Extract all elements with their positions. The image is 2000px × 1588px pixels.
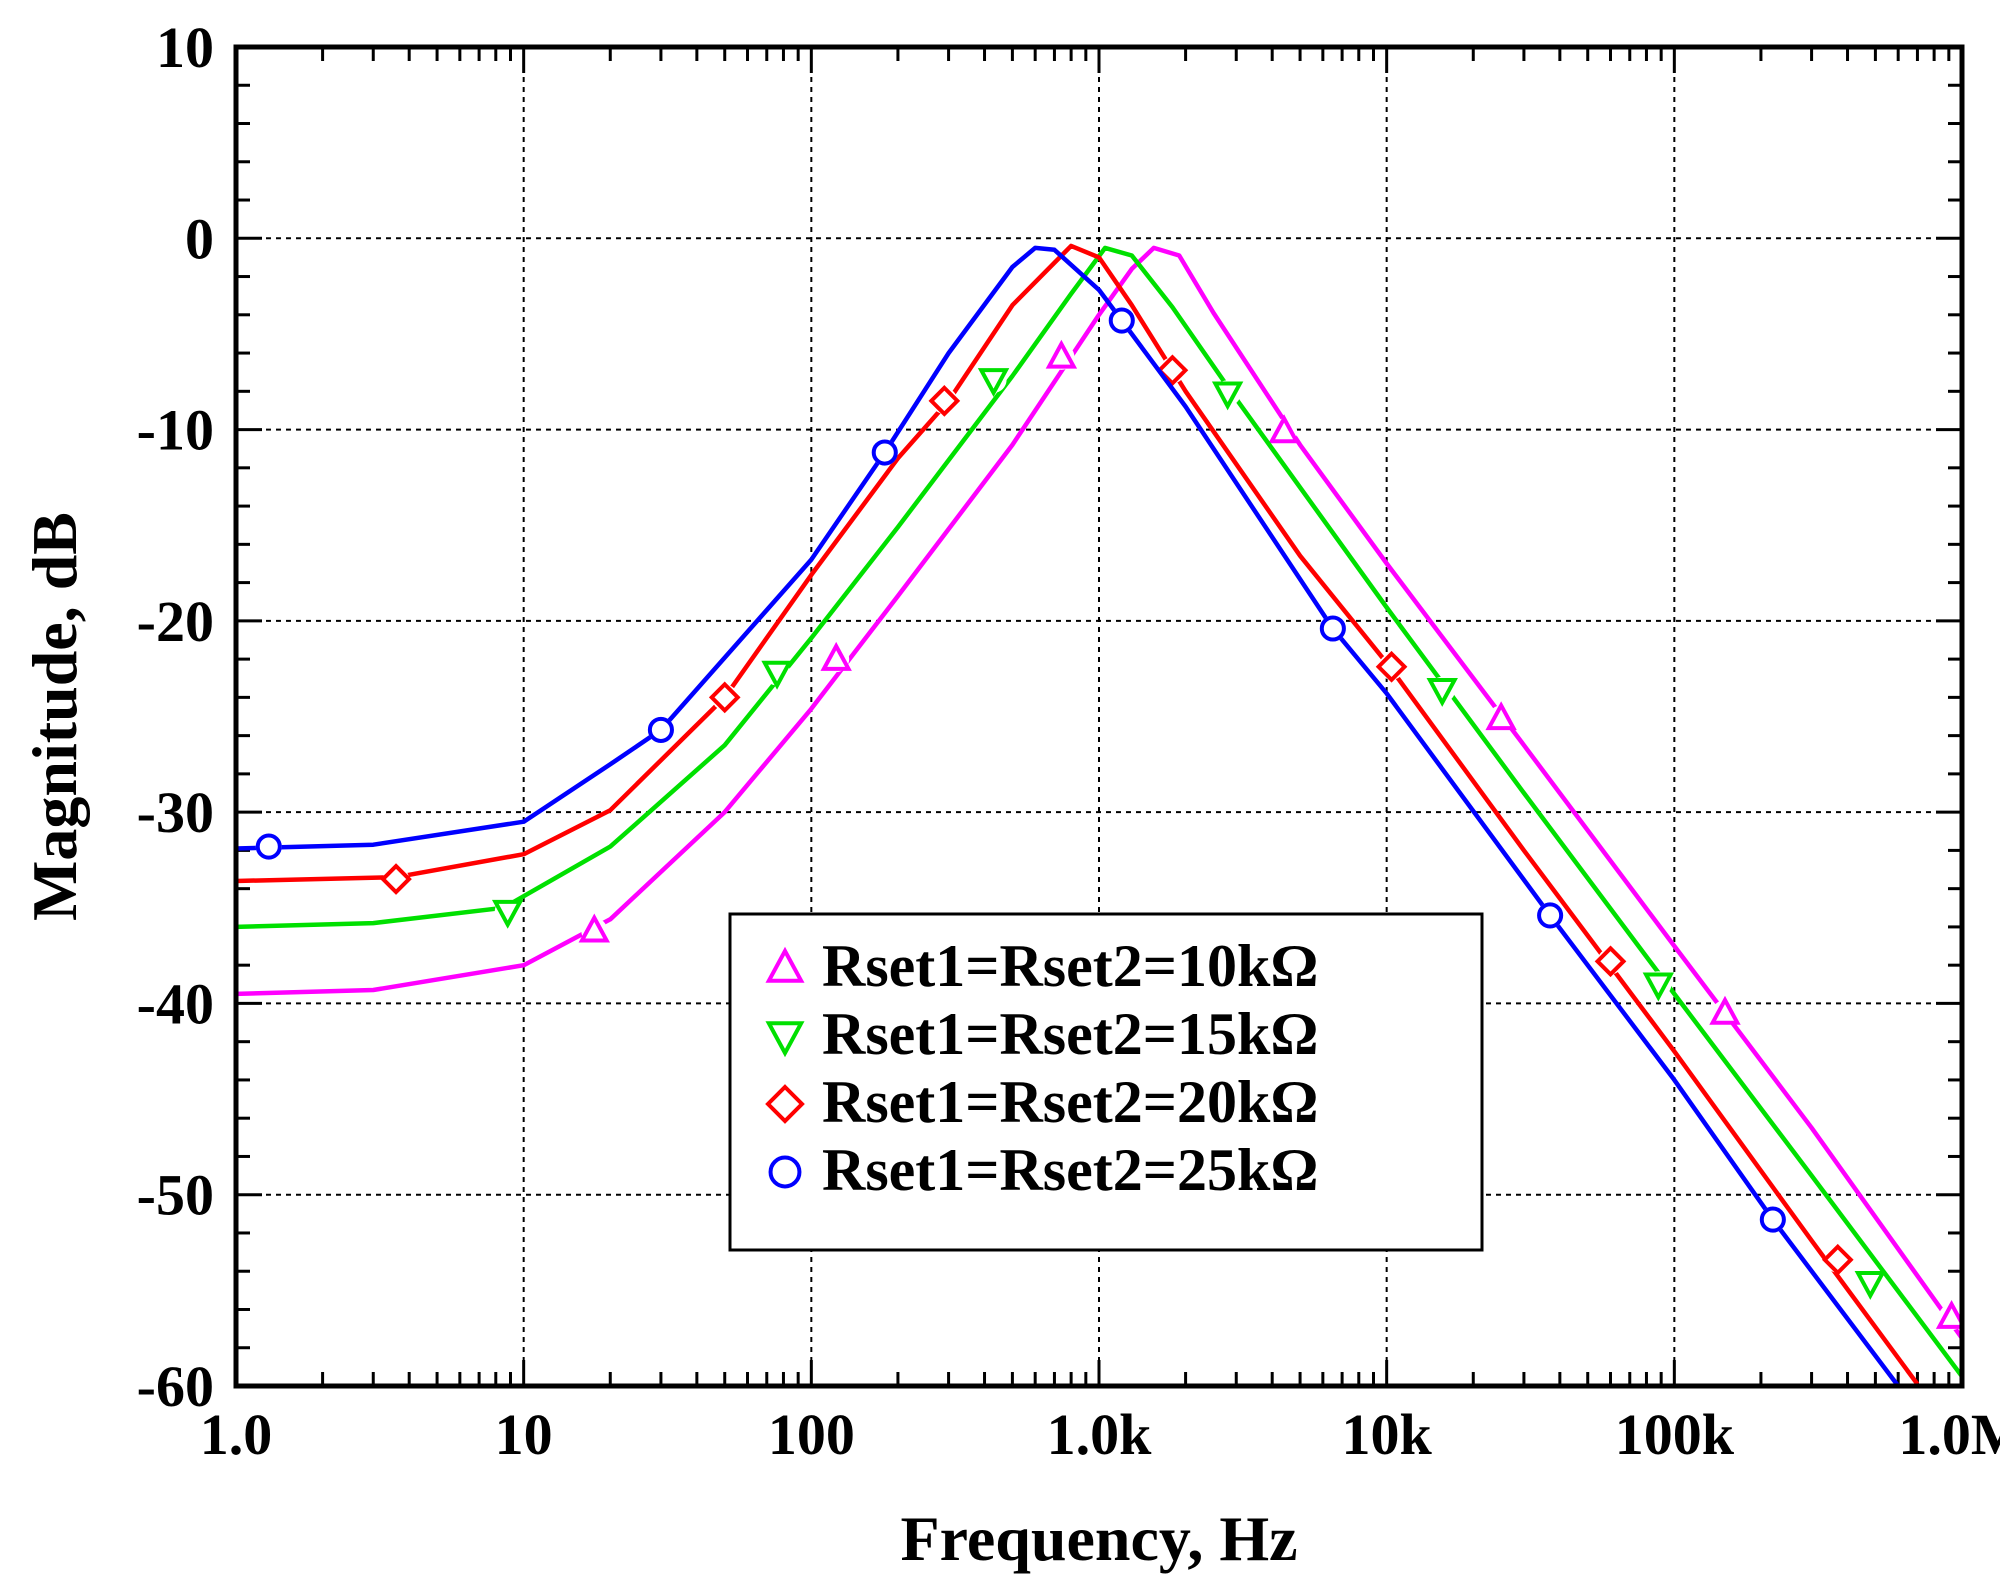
marker-knockout	[494, 898, 521, 925]
y-axis-title: Magnitude, dB	[19, 512, 90, 921]
legend-marker	[768, 1155, 802, 1189]
marker-knockout	[1429, 676, 1456, 703]
data-marker	[1854, 1270, 1887, 1300]
series-2	[236, 245, 1962, 1378]
legend: Rset1=Rset2=10kΩRset1=Rset2=15kΩRset1=Rs…	[728, 912, 1484, 1252]
data-marker	[1045, 339, 1078, 369]
marker-knockout	[1645, 971, 1672, 998]
data-marker	[928, 385, 961, 417]
data-marker	[1642, 972, 1675, 1002]
y-tick-label: -20	[137, 589, 214, 654]
data-marker	[1156, 354, 1189, 387]
marker-knockout	[1214, 380, 1241, 407]
marker-knockout	[1711, 999, 1738, 1026]
marker-knockout	[581, 917, 608, 944]
legend-box	[728, 912, 1484, 1252]
data-marker	[1426, 677, 1458, 707]
legend-marker	[765, 1021, 805, 1058]
x-tick-label: 1.0k	[1047, 1402, 1153, 1467]
data-marker	[1594, 945, 1627, 978]
data-marker	[1821, 1243, 1854, 1276]
x-tick-label: 10	[495, 1402, 553, 1467]
data-marker	[1211, 381, 1244, 411]
marker-knockout	[711, 684, 738, 711]
marker-knockout	[1824, 1246, 1851, 1273]
legend-label: Rset1=Rset2=15kΩ	[822, 1001, 1318, 1067]
plot-frame	[233, 44, 1965, 1389]
series-1	[236, 245, 1962, 1340]
series-line	[236, 245, 1900, 1386]
y-tick-label: -60	[137, 1354, 214, 1419]
y-tick-label: 10	[156, 15, 214, 80]
legend-label: Rset1=Rset2=20kΩ	[822, 1069, 1318, 1135]
y-tick-label: 0	[185, 206, 214, 271]
y-tick-label: -50	[137, 1163, 214, 1228]
x-tick-label: 10k	[1342, 1402, 1433, 1467]
series-line	[236, 243, 1920, 1386]
x-tick-label: 1.0M	[1898, 1402, 2000, 1467]
x-axis-title: Frequency, Hz	[901, 1503, 1298, 1574]
x-tick-label: 100	[768, 1402, 855, 1467]
data-marker	[647, 716, 674, 743]
data-marker	[1485, 701, 1517, 731]
data-marker	[1759, 1206, 1786, 1233]
series-3	[236, 243, 1920, 1386]
data-marker	[1108, 307, 1135, 334]
y-tick-label: -10	[137, 398, 214, 463]
marker-knockout	[931, 387, 958, 414]
data-marker	[1319, 615, 1346, 642]
x-tick-label: 100k	[1615, 1402, 1735, 1467]
series-line	[236, 245, 1962, 1378]
data-marker	[761, 660, 793, 690]
marker-knockout	[764, 659, 791, 686]
data-marker	[977, 368, 1010, 398]
y-tick-label: -40	[137, 971, 214, 1036]
data-marker	[255, 833, 282, 860]
marker-knockout	[1048, 343, 1075, 370]
series-4	[236, 245, 1900, 1386]
plot-series	[236, 243, 1962, 1386]
marker-knockout	[1488, 705, 1515, 732]
marker-knockout	[383, 866, 410, 893]
data-marker	[1268, 414, 1300, 444]
data-marker	[708, 681, 741, 714]
marker-knockout	[1597, 948, 1624, 975]
legend-marker	[765, 1084, 805, 1124]
marker-knockout	[1271, 418, 1298, 445]
data-marker	[491, 899, 524, 929]
data-marker	[380, 863, 412, 895]
data-marker	[1709, 995, 1741, 1025]
data-marker	[820, 641, 852, 671]
legend-label: Rset1=Rset2=25kΩ	[822, 1137, 1318, 1203]
data-marker	[1935, 1299, 1962, 1329]
y-tick-label: -30	[137, 780, 214, 845]
series-line	[236, 245, 1962, 1340]
data-marker	[1537, 902, 1564, 929]
legend-marker	[765, 946, 805, 983]
data-marker	[578, 913, 611, 943]
marker-knockout	[1857, 1269, 1884, 1296]
legend-label: Rset1=Rset2=10kΩ	[822, 933, 1318, 999]
marker-knockout	[823, 646, 850, 673]
tick-labels: 1.0 10 100 1.0k 10k 100k 1.0M100-10-20-30-40-5…	[137, 15, 2000, 1467]
data-marker	[1375, 650, 1408, 683]
marker-knockout	[980, 366, 1007, 393]
marker-knockout	[1378, 653, 1405, 680]
x-tick-label: 1.0	[200, 1402, 273, 1467]
data-marker	[871, 439, 898, 466]
